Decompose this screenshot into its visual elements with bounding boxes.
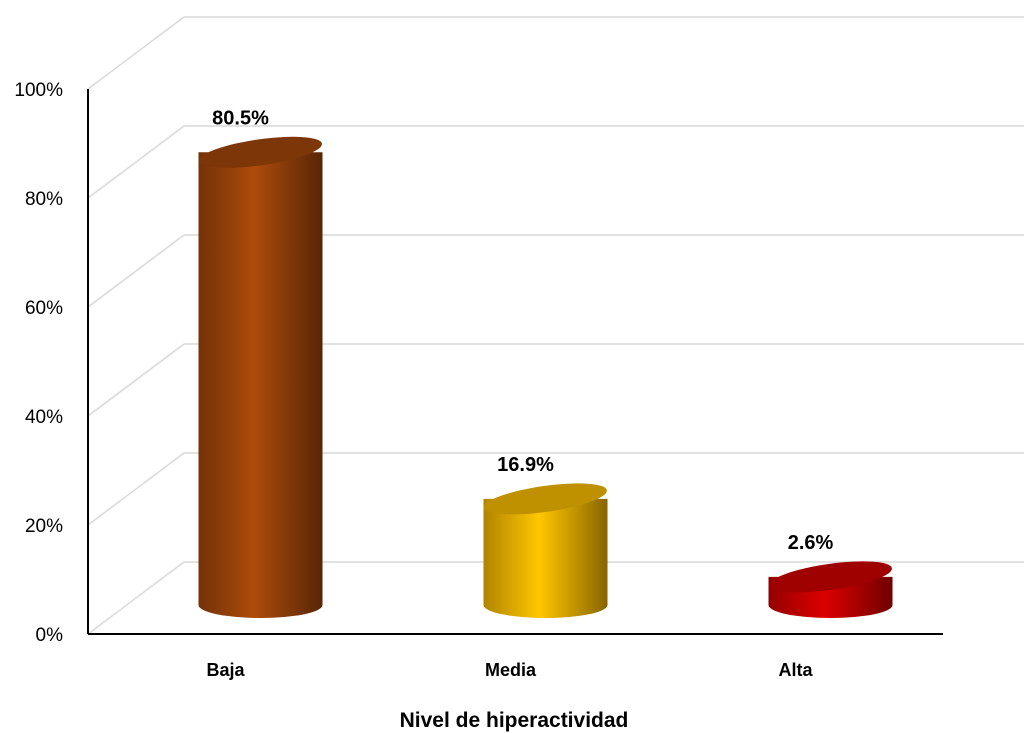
- x-tick-label: Media: [485, 660, 537, 680]
- data-label: 2.6%: [788, 532, 834, 554]
- gridline-side: [87, 125, 185, 199]
- bar-media: [483, 498, 608, 618]
- gridlines: [87, 16, 1024, 635]
- axes: [87, 89, 943, 635]
- y-tick-label: 80%: [25, 189, 63, 210]
- y-tick-label: 20%: [25, 516, 63, 537]
- x-tick-label: Baja: [206, 660, 245, 680]
- y-tick-label: 0%: [36, 625, 64, 646]
- x-tick-label: Alta: [778, 660, 813, 680]
- x-axis-title: Nivel de hiperactividad: [400, 709, 629, 732]
- y-tick-label: 60%: [25, 298, 63, 319]
- gridline-side: [87, 452, 185, 526]
- gridline-side: [87, 343, 185, 417]
- bar-top-alta: [769, 561, 892, 593]
- y-tick-label: 100%: [14, 80, 63, 101]
- bar-top-baja: [199, 136, 322, 168]
- data-label: 80.5%: [212, 107, 269, 129]
- labels: 0% 20% 40% 60% 80% 100% 80.5% Baja 16.9% Media 2.6…: [14, 80, 833, 680]
- bars: [198, 136, 893, 618]
- y-tick-label: 40%: [25, 407, 63, 428]
- gridline-side: [87, 16, 185, 90]
- data-label: 16.9%: [497, 454, 554, 476]
- bar-baja: [198, 152, 323, 618]
- bar-top-media: [484, 483, 607, 515]
- gridline-side: [87, 234, 185, 308]
- gridline-side: [87, 561, 185, 635]
